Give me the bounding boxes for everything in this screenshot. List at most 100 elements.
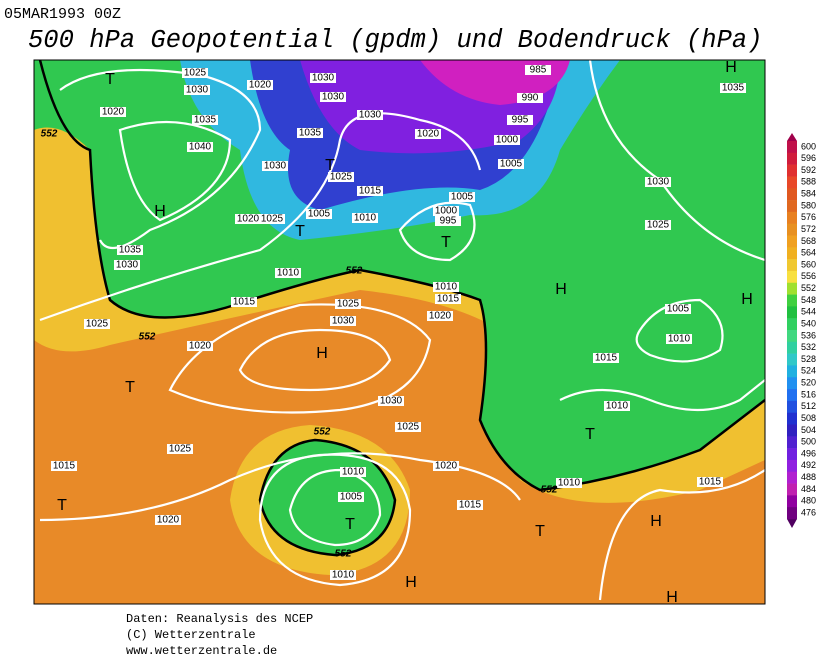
isobar-label-box	[525, 65, 551, 75]
isobar-label: 1025	[261, 214, 284, 225]
isobar	[635, 298, 724, 363]
colorbar-label: 572	[801, 224, 816, 234]
isobar-label-box	[378, 396, 404, 406]
isobar-label: 1035	[119, 245, 142, 256]
colorbar-swatch	[787, 424, 797, 437]
isobar-label-box	[338, 492, 364, 502]
colorbar-arrow-top	[787, 133, 797, 141]
footer-text: www.wetterzentrale.de	[126, 644, 277, 656]
isobar-label-box	[556, 478, 582, 488]
contour-label: 552	[41, 129, 58, 140]
isobar-label-box	[357, 110, 383, 120]
colorbar-label: 552	[801, 283, 816, 293]
isobar-label-box	[114, 260, 140, 270]
colorbar-swatch	[787, 483, 797, 496]
colorbar-label: 488	[801, 472, 816, 482]
isobar-label: 1015	[459, 500, 482, 511]
isobar-label-box	[517, 93, 543, 103]
isobar-label-box	[340, 467, 366, 477]
colorbar-swatch	[787, 330, 797, 343]
isobar-label-box	[507, 115, 533, 125]
isobar	[398, 201, 476, 262]
isobar-label-box	[498, 159, 524, 169]
isobar-label-box	[259, 214, 285, 224]
colorbar-swatch	[787, 459, 797, 473]
pressure-center: H	[725, 59, 737, 76]
isobar-label-box	[427, 311, 453, 321]
isobar-label: 1020	[237, 214, 260, 225]
pressure-center: T	[345, 516, 355, 533]
isobar-label: 1020	[249, 80, 272, 91]
isobar-label: 1030	[647, 177, 670, 188]
isobar-label-box	[247, 80, 273, 90]
isobar	[39, 112, 482, 322]
contour-label: 552	[314, 427, 331, 438]
colorbar-swatch	[787, 471, 797, 484]
isobar-label-box	[100, 107, 126, 117]
colorbar-swatch	[787, 211, 797, 224]
colorbar-swatch	[787, 412, 797, 425]
colorbar-label: 500	[801, 437, 816, 447]
isobar-label: 1015	[53, 461, 76, 472]
isobar-label: 1015	[359, 186, 382, 197]
colorbar-swatch	[787, 176, 797, 189]
isobar-label-box	[494, 135, 520, 145]
colorbar-label: 596	[801, 153, 816, 163]
colorbar-label: 584	[801, 189, 816, 199]
pressure-center: T	[535, 523, 545, 540]
isobar-label: 1005	[451, 192, 474, 203]
isobar-label: 1030	[312, 73, 335, 84]
isobar	[238, 328, 392, 392]
isobar-label: 1010	[606, 401, 629, 412]
pressure-center: H	[405, 574, 417, 591]
colorbar-swatch	[787, 188, 797, 201]
pressure-center: H	[555, 281, 567, 298]
colorbar-swatch	[787, 365, 797, 378]
colorbar-arrow-bottom	[787, 519, 797, 528]
isobar-label: 1025	[169, 444, 192, 455]
colorbar-swatch	[787, 247, 797, 260]
colorbar-label: 532	[801, 342, 816, 352]
isobar-label-box	[395, 422, 421, 432]
pressure-center: T	[125, 379, 135, 396]
colorbar-swatch	[787, 389, 797, 402]
contour-552	[38, 60, 765, 492]
colorbar-label: 560	[801, 259, 816, 269]
field-green	[34, 60, 765, 490]
isobar-label-box	[231, 297, 257, 307]
isobar-label: 1015	[233, 297, 256, 308]
isobar	[288, 468, 382, 547]
isobar-label: 1030	[116, 260, 139, 271]
isobar-label: 1020	[157, 515, 180, 526]
contour-label: 552	[139, 332, 156, 343]
colorbar-label: 580	[801, 200, 816, 210]
colorbar-swatch	[787, 152, 797, 165]
isobar-label: 990	[522, 93, 539, 104]
colorbar-swatch	[787, 436, 797, 449]
isobar-label: 1000	[435, 206, 458, 217]
isobar-label-box	[697, 477, 723, 487]
isobar-label-box	[433, 206, 459, 216]
colorbar-swatch	[787, 164, 797, 177]
isobar-label: 985	[530, 65, 547, 76]
isobar-label: 1005	[667, 304, 690, 315]
colorbar-label: 484	[801, 484, 816, 494]
isobar-label: 1030	[332, 316, 355, 327]
isobar-label: 1000	[496, 135, 519, 146]
isobar-label-box	[235, 214, 261, 224]
isobar-label-box	[433, 461, 459, 471]
isobar-label-box	[645, 177, 671, 187]
contour-552-low	[258, 438, 397, 557]
isobar-label: 1015	[699, 477, 722, 488]
isobar-label: 1040	[189, 142, 212, 153]
isobar-label-box	[51, 461, 77, 471]
pressure-center: H	[650, 513, 662, 530]
date-label: 05MAR1993 00Z	[4, 6, 121, 23]
isobar-label: 1010	[668, 334, 691, 345]
isobar-label: 1020	[435, 461, 458, 472]
colorbar-swatch	[787, 259, 797, 272]
isobar-label-box	[604, 401, 630, 411]
isobar-label: 1010	[332, 570, 355, 581]
